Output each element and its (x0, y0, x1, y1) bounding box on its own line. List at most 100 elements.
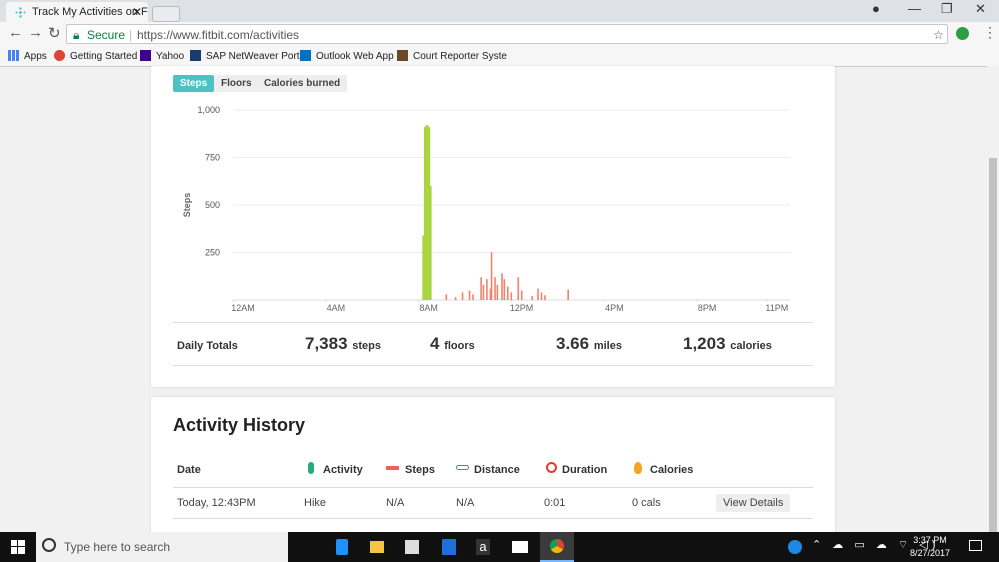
total: 3.66 miles (556, 334, 622, 354)
icon (550, 539, 564, 553)
start-button[interactable] (11, 540, 25, 554)
totals-label: Daily Totals (177, 340, 238, 352)
tray-help[interactable] (788, 540, 802, 554)
divider (173, 322, 813, 323)
scroll-thumb[interactable] (989, 158, 997, 532)
total-value: 3.66 (556, 334, 590, 353)
notifications[interactable] (969, 540, 982, 551)
column-header: Distance (474, 464, 520, 476)
cell: Today, 12:43PM (177, 497, 256, 509)
divider (173, 365, 813, 366)
forward[interactable]: → (28, 24, 43, 41)
search-placeholder: Type here to search (64, 540, 171, 554)
icon (300, 50, 311, 61)
bookmark-label: Outlook Web App (316, 51, 394, 62)
address-bar[interactable]: 🔒︎ Secure | https://www.fitbit.com/activ… (66, 24, 948, 44)
total-value: 1,203 (683, 334, 726, 353)
total-unit: floors (444, 340, 475, 352)
total: 4 floors (430, 334, 475, 354)
search-icon (42, 538, 56, 552)
url: https://www.fitbit.com/activities (137, 28, 300, 42)
distance-icon (456, 465, 469, 470)
dropbox-app[interactable] (442, 539, 456, 555)
total-unit: miles (593, 340, 622, 352)
chart-card (151, 66, 835, 387)
bookmark-label: Yahoo (156, 51, 185, 62)
bookmark-label: Getting Started (70, 51, 138, 62)
search-box[interactable]: Type here to search (36, 532, 288, 562)
icon (54, 50, 65, 61)
secure-label: Secure (87, 28, 126, 42)
divider (173, 487, 813, 488)
total-unit: calories (730, 340, 772, 352)
calories-tab[interactable]: Calories burned (257, 75, 348, 92)
cell: 0:01 (544, 497, 566, 509)
cell: N/A (456, 497, 475, 509)
icon (397, 50, 408, 61)
cell: N/A (386, 497, 405, 509)
total: 1,203 calories (683, 334, 772, 354)
new-tab[interactable] (152, 6, 180, 22)
browser-tab[interactable]: Track My Activities on Fit ✕ (6, 2, 148, 22)
minimize[interactable]: — (908, 1, 921, 16)
history-card (151, 397, 835, 547)
separator: | (129, 28, 133, 42)
view-details[interactable]: View Details (716, 494, 791, 512)
bookmark[interactable]: Outlook Web App (300, 50, 394, 62)
column-header: Duration (562, 464, 608, 476)
close-tab[interactable]: ✕ (131, 5, 142, 19)
floors-tab[interactable]: Floors (214, 75, 259, 92)
total-value: 4 (430, 334, 440, 353)
lock-icon: 🔒︎ (73, 28, 80, 42)
bookmarks-bar: Apps Getting Started Yahoo SAP NetWeaver… (0, 46, 999, 67)
bookmark[interactable]: Apps (8, 50, 47, 62)
bookmark[interactable]: Getting Started (54, 50, 137, 62)
bookmark[interactable]: Court Reporter Syste (397, 50, 507, 62)
activity-icon (308, 462, 314, 474)
cell: 0 cals (632, 497, 661, 509)
edge-app[interactable] (336, 539, 348, 555)
explorer-app[interactable] (370, 541, 384, 553)
bookmark[interactable]: SAP NetWeaver Porta (190, 50, 305, 62)
chrome-app[interactable] (540, 532, 574, 562)
column-header: Steps (405, 464, 435, 476)
total-value: 7,383 (305, 334, 348, 353)
tab-strip (0, 0, 999, 22)
restore[interactable]: ❐ (941, 1, 953, 16)
clock[interactable]: 3:37 PM 8/27/2017 (908, 534, 952, 560)
total: 7,383 steps (305, 334, 381, 354)
duration-icon (546, 462, 557, 473)
bookmark-label: Court Reporter Syste (413, 51, 507, 62)
total-unit: steps (352, 340, 382, 352)
back[interactable]: ← (8, 24, 23, 41)
profile[interactable]: ● (872, 1, 880, 16)
bookmark-label: SAP NetWeaver Porta (206, 51, 306, 62)
tray-icons[interactable]: ⌃ ☁ ▭ ☁ ⌔ ◁) (812, 539, 940, 551)
time: 3:37 PM (913, 535, 947, 545)
mail-app[interactable] (512, 541, 528, 553)
reload[interactable]: ↻ (48, 25, 61, 42)
icon (190, 50, 201, 61)
column-header: Date (177, 464, 201, 476)
column-header: Activity (323, 464, 363, 476)
amazon-app[interactable]: a (476, 539, 490, 555)
extension[interactable] (956, 27, 969, 40)
icon (8, 50, 19, 61)
divider (173, 518, 813, 519)
store-app[interactable] (405, 540, 419, 554)
date: 8/27/2017 (909, 548, 951, 558)
icon (140, 50, 151, 61)
column-header: Calories (650, 464, 694, 476)
bookmark[interactable]: Yahoo (140, 50, 184, 62)
tab-title: Track My Activities on Fit (32, 6, 148, 18)
steps-tab[interactable]: Steps (173, 75, 215, 92)
calories-icon (634, 462, 642, 474)
steps-icon (386, 466, 399, 470)
history-title: Activity History (173, 415, 306, 435)
close-window[interactable]: ✕ (975, 1, 986, 16)
cell: Hike (304, 497, 327, 509)
bookmark-label: Apps (24, 51, 47, 62)
menu[interactable]: ⋮ (983, 24, 997, 40)
bookmark-star[interactable]: ☆ (933, 28, 944, 42)
